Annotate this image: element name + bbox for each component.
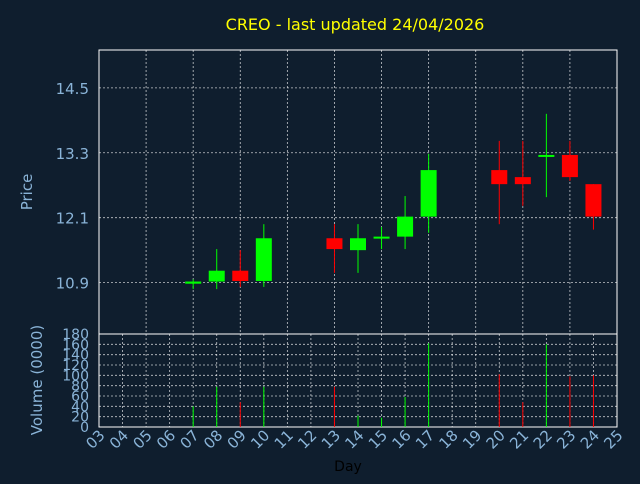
candle-body xyxy=(397,216,414,237)
price-tick-label: 13.3 xyxy=(56,145,89,163)
x-tick-label: 09 xyxy=(224,426,250,452)
candle-body xyxy=(373,236,390,239)
candle-body xyxy=(514,177,531,185)
x-tick-label: 05 xyxy=(129,426,155,452)
x-tick-label: 20 xyxy=(483,426,509,452)
price-tick-label: 12.1 xyxy=(56,210,89,228)
candle-body xyxy=(232,270,249,281)
x-tick-label: 18 xyxy=(436,426,462,452)
volume-tick-label: 100 xyxy=(62,368,89,384)
x-tick-label: 11 xyxy=(271,426,297,452)
x-tick-label: 08 xyxy=(200,426,226,452)
x-tick-label: 25 xyxy=(600,426,626,452)
candle-body xyxy=(420,170,437,217)
x-tick-label: 19 xyxy=(459,426,485,452)
volume-tick-label: 20 xyxy=(71,410,89,426)
volume-tick-label: 120 xyxy=(62,358,89,374)
volume-tick-label: 180 xyxy=(62,327,89,343)
x-tick-label: 10 xyxy=(247,426,273,452)
x-tick-label: 12 xyxy=(294,426,320,452)
volume-tick-label: 80 xyxy=(71,379,89,395)
x-tick-label: 13 xyxy=(318,426,344,452)
price-plot: 10.9 12.1 13.3 14.5 xyxy=(56,49,618,335)
volume-tick-label: 160 xyxy=(62,337,89,353)
x-tick-label: 06 xyxy=(153,426,179,452)
candle-body xyxy=(255,238,272,281)
candle-body xyxy=(350,238,366,251)
volume-axis-label: Volume (0000) xyxy=(28,325,46,435)
candle-body xyxy=(491,170,508,185)
x-tick-label: 15 xyxy=(365,426,391,452)
price-plot-frame xyxy=(98,49,618,335)
day-axis-label: Day xyxy=(334,459,362,475)
x-tick-label: 21 xyxy=(506,426,532,452)
volume-tick-label: 140 xyxy=(62,348,89,364)
x-tick-label: 17 xyxy=(412,426,438,452)
x-tick-label: 14 xyxy=(341,426,367,452)
candle-body xyxy=(208,270,225,282)
x-tick-label: 04 xyxy=(106,426,132,452)
candle-body xyxy=(185,281,202,284)
price-tick-label: 10.9 xyxy=(56,275,89,293)
volume-tick-label: 60 xyxy=(71,389,89,405)
volume-tick-label: 40 xyxy=(71,399,89,415)
candle-body xyxy=(585,184,602,217)
candle-body xyxy=(538,154,555,157)
chart-title: CREO - last updated 24/04/2026 xyxy=(226,15,485,34)
x-tick-labels: 0304050607080910111213141516171819202122… xyxy=(82,426,626,452)
candle-body xyxy=(326,238,343,250)
x-tick-label: 23 xyxy=(553,426,579,452)
price-tick-label: 14.5 xyxy=(56,80,89,98)
x-tick-label: 24 xyxy=(577,426,603,452)
x-tick-label: 07 xyxy=(177,426,203,452)
price-axis-label: Price xyxy=(18,174,36,211)
candle-body xyxy=(561,154,578,178)
volume-tick-label: 0 xyxy=(80,420,89,436)
x-tick-label: 16 xyxy=(388,426,414,452)
x-tick-label: 22 xyxy=(530,426,556,452)
